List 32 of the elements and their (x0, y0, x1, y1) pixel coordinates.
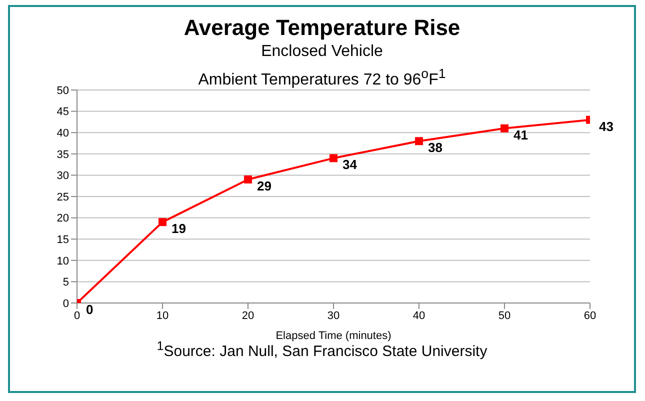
y-tick-label: 40 (56, 128, 69, 140)
data-label: 34 (342, 157, 358, 172)
x-tick-label: 0 (74, 310, 80, 322)
y-tick-label: 15 (56, 234, 69, 246)
x-tick-label: 40 (412, 310, 426, 322)
data-label: 19 (172, 221, 186, 236)
x-tick-label: 10 (156, 310, 169, 322)
y-tick-label: 30 (56, 170, 69, 182)
data-label: 43 (599, 118, 614, 134)
data-label: 29 (257, 178, 272, 194)
y-tick-label: 20 (56, 212, 69, 225)
data-label: 41 (514, 127, 528, 142)
x-tick-label: 50 (498, 310, 511, 322)
point (415, 137, 423, 146)
y-tick-label: 10 (56, 255, 69, 268)
point (244, 175, 252, 184)
y-tick-label: 35 (56, 148, 69, 161)
y-tick-label: 5 (62, 276, 69, 289)
y-tick-label: 25 (56, 191, 69, 204)
y-tick-label: 45 (56, 106, 69, 118)
point (500, 124, 508, 132)
y-tick-label: 50 (56, 84, 69, 97)
chart-title: Average Temperature Rise (182, 15, 462, 41)
x-axis-title: Elapsed Time (minutes) (276, 330, 392, 342)
y-tick-label: 0 (62, 298, 69, 310)
x-tick-label: 60 (584, 310, 596, 322)
point (330, 154, 338, 162)
chart-subtitle: Enclosed Vehicle Ambient Temperatures 72 to 96$^{o}$F$^{1}$ (197, 42, 447, 88)
x-tick-label: 30 (327, 310, 340, 322)
x-tick-label: 20 (242, 310, 254, 322)
point (158, 218, 166, 226)
data-label: 38 (428, 140, 442, 156)
